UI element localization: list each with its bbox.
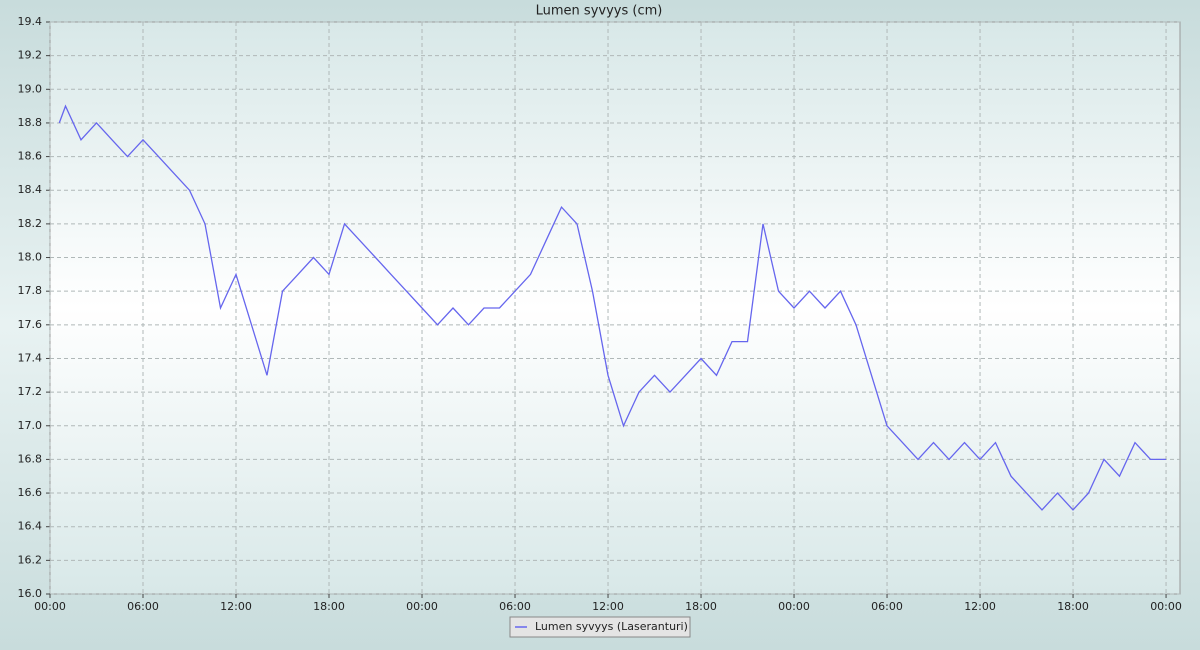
x-tick-label: 06:00 [127,600,159,613]
x-tick-label: 00:00 [778,600,810,613]
x-tick-label: 00:00 [34,600,66,613]
y-tick-label: 16.6 [18,486,43,499]
y-tick-label: 17.4 [18,351,43,364]
y-tick-label: 19.0 [18,82,43,95]
x-tick-label: 18:00 [1057,600,1089,613]
x-tick-label: 12:00 [964,600,996,613]
y-tick-label: 17.2 [18,385,43,398]
y-tick-label: 18.8 [18,116,43,129]
y-tick-label: 16.8 [18,452,43,465]
legend-label: Lumen syvyys (Laseranturi) [535,620,688,633]
y-tick-label: 18.0 [18,251,43,264]
x-tick-label: 12:00 [220,600,252,613]
x-tick-label: 06:00 [499,600,531,613]
y-tick-label: 17.8 [18,284,43,297]
y-tick-label: 18.2 [18,217,43,230]
x-tick-label: 00:00 [1150,600,1182,613]
x-tick-label: 18:00 [313,600,345,613]
chart-title: Lumen syvyys (cm) [536,4,663,19]
y-tick-label: 19.2 [18,49,43,62]
x-tick-label: 18:00 [685,600,717,613]
data-line [58,104,1166,511]
y-tick-label: 18.4 [18,183,43,196]
x-tick-label: 00:00 [406,600,438,613]
y-tick-label: 16.2 [18,553,43,566]
legend [509,616,691,638]
y-tick-label: 19.4 [18,15,43,28]
plot-area [49,21,1181,595]
y-tick-label: 18.6 [18,150,43,163]
y-tick-label: 16.4 [18,520,43,533]
y-tick-label: 17.0 [18,419,43,432]
x-tick-label: 12:00 [592,600,624,613]
x-tick-label: 06:00 [871,600,903,613]
plot-layer: 16.0 16.2 16.4 16.6 16.8 17.0 17.2 17.4 17.6 17.8… [18,15,1182,613]
y-tick-label: 16.0 [18,587,43,600]
y-tick-label: 17.6 [18,318,43,331]
